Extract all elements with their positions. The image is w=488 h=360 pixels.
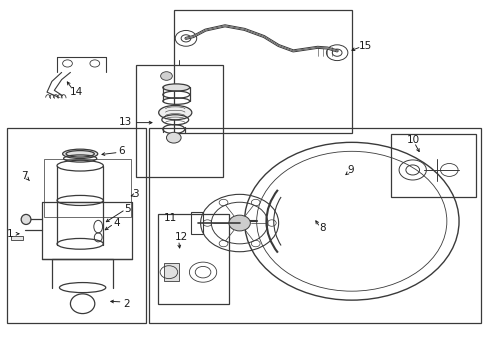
Circle shape [160, 72, 172, 80]
Bar [190, 212, 203, 234]
Text: 4: 4 [113, 218, 120, 228]
Bar [136, 65, 222, 177]
Circle shape [166, 132, 181, 143]
Ellipse shape [163, 84, 189, 91]
Bar [163, 263, 178, 281]
Text: 1: 1 [7, 229, 14, 239]
Circle shape [228, 215, 250, 231]
Text: 3: 3 [132, 189, 138, 199]
Text: 15: 15 [358, 41, 371, 50]
Ellipse shape [62, 149, 98, 158]
Bar [11, 235, 22, 240]
Ellipse shape [21, 215, 31, 225]
Bar [173, 10, 351, 134]
Text: 5: 5 [124, 204, 130, 214]
Bar [43, 159, 131, 217]
Text: 8: 8 [319, 224, 325, 233]
Bar [6, 128, 145, 323]
Text: 14: 14 [69, 87, 83, 97]
Text: 2: 2 [123, 299, 129, 309]
Text: 7: 7 [21, 171, 27, 181]
Text: 13: 13 [119, 117, 132, 127]
Text: 12: 12 [174, 232, 187, 242]
Bar [158, 214, 228, 304]
Text: 9: 9 [347, 165, 353, 175]
Text: 10: 10 [406, 135, 419, 145]
Bar [390, 134, 475, 197]
Text: 6: 6 [118, 146, 124, 156]
Text: 11: 11 [163, 213, 177, 223]
Bar [149, 128, 480, 323]
Ellipse shape [158, 105, 191, 120]
